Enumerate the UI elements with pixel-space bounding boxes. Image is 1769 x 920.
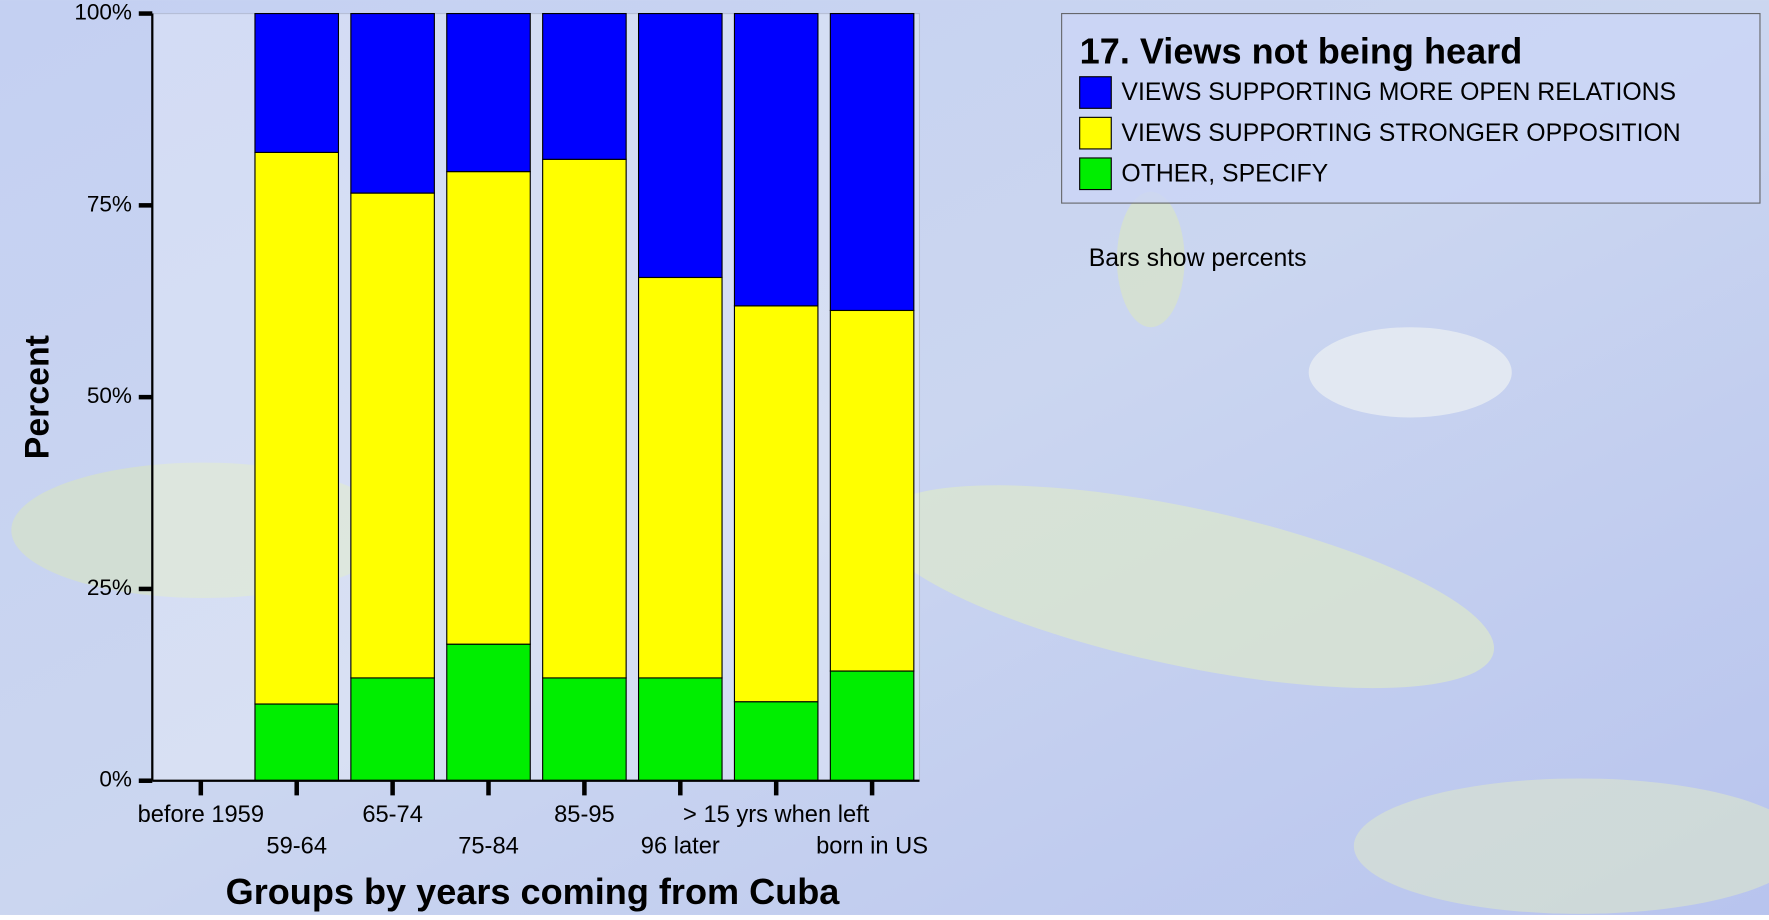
x-tick-label: 85-95 (554, 802, 615, 828)
bar-segment (254, 703, 340, 782)
legend-label: VIEWS SUPPORTING STRONGER OPPOSITION (1121, 120, 1680, 147)
y-tick-label: 100% (74, 0, 132, 25)
y-axis-title: Percent (18, 335, 56, 459)
bar-segment (446, 643, 531, 782)
bar-segment (637, 276, 723, 679)
x-tick-label: 75-84 (458, 834, 519, 860)
legend-label: VIEWS SUPPORTING MORE OPEN RELATIONS (1121, 79, 1676, 106)
map-land (875, 485, 1495, 689)
y-tick-label: 50% (87, 383, 132, 408)
note: Bars show percents (1089, 245, 1307, 272)
bar-segment (637, 12, 723, 279)
map-land (1116, 191, 1185, 328)
legend-swatch (1079, 76, 1112, 109)
x-tick-label: 65-74 (362, 802, 423, 828)
bar-segment (733, 12, 819, 307)
bar-segment (637, 677, 723, 782)
bar-segment (350, 192, 435, 679)
y-tick-label: 75% (87, 191, 132, 216)
bar-segment (446, 171, 531, 645)
bar-segment (733, 701, 819, 782)
bar-segment (542, 158, 627, 679)
map-land (1308, 327, 1512, 418)
map-land (1353, 778, 1769, 914)
bar-segment (733, 305, 819, 703)
x-tick-label: born in US (816, 834, 928, 860)
legend-swatch (1079, 157, 1112, 191)
legend-swatch (1079, 116, 1112, 150)
bar-segment (254, 151, 340, 705)
bar-segment (829, 670, 915, 782)
legend-box (1061, 12, 1761, 204)
x-axis-title: Groups by years coming from Cuba (226, 871, 841, 912)
bar-segment (254, 12, 340, 153)
bar-segment (350, 677, 435, 782)
bar-segment (542, 677, 627, 782)
bar-segment (446, 12, 531, 173)
bar-segment (350, 12, 435, 194)
x-tick-label: > 15 yrs when left (683, 802, 870, 828)
x-tick-label: 59-64 (266, 834, 327, 860)
y-tick-label: 25% (87, 575, 132, 600)
chart-title: 17. Views not being heard (1080, 31, 1523, 72)
x-tick-label: 96 later (641, 834, 720, 860)
x-tick-label: before 1959 (138, 802, 264, 828)
bar-segment (829, 309, 915, 672)
bar-segment (542, 12, 627, 160)
y-tick-label: 0% (99, 767, 132, 792)
legend-label: OTHER, SPECIFY (1121, 160, 1328, 187)
bar-segment (829, 12, 915, 312)
